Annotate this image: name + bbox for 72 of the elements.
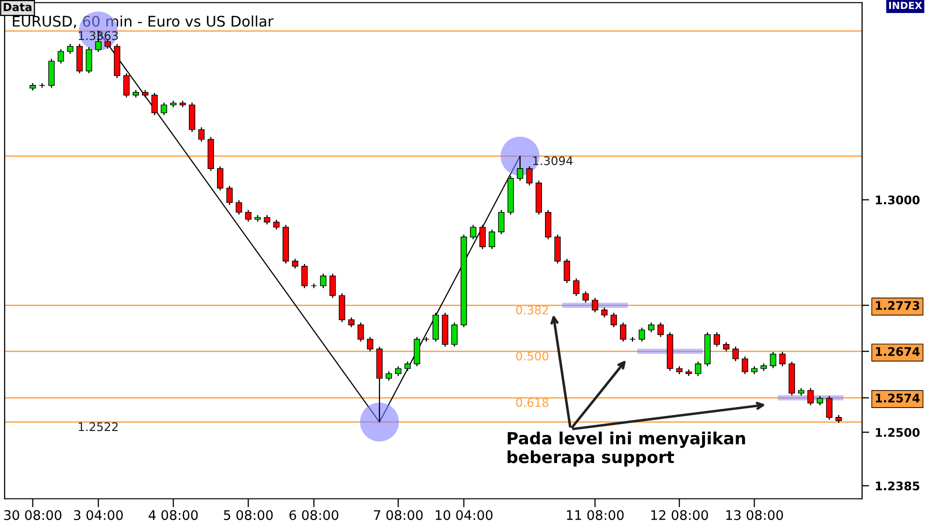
y-tick-label: 1.3000 bbox=[876, 195, 920, 204]
candlestick bbox=[451, 322, 458, 348]
candlestick bbox=[657, 322, 664, 338]
candlestick bbox=[320, 273, 326, 289]
candlestick bbox=[236, 200, 242, 216]
candlestick bbox=[620, 322, 626, 342]
candlestick bbox=[807, 388, 814, 406]
candlestick bbox=[226, 185, 233, 206]
x-tick-label: 4 08:00 bbox=[148, 510, 198, 520]
candlestick bbox=[160, 102, 168, 116]
candlestick bbox=[826, 395, 832, 420]
candlestick bbox=[58, 48, 64, 64]
candlestick bbox=[592, 297, 598, 313]
candlestick bbox=[479, 224, 486, 250]
candlestick bbox=[470, 224, 476, 240]
text: INDEX bbox=[889, 2, 922, 9]
x-tick-label: 13 08:00 bbox=[726, 510, 783, 520]
candlestick bbox=[404, 361, 411, 372]
candlestick bbox=[582, 290, 589, 304]
candlestick bbox=[770, 351, 776, 369]
candlestick bbox=[723, 342, 730, 352]
candlestick bbox=[358, 322, 364, 342]
candlestick bbox=[694, 361, 702, 377]
x-tick-label: 11 08:00 bbox=[566, 510, 624, 520]
candlestick bbox=[779, 351, 786, 367]
candlestick bbox=[348, 316, 355, 328]
x-tick-label: 12 08:00 bbox=[651, 510, 708, 520]
candlestick bbox=[526, 166, 533, 186]
candlestick bbox=[488, 228, 496, 250]
y-tick-label: 1.2385 bbox=[876, 481, 920, 490]
annotation: Data bbox=[4, 2, 32, 12]
candlestick bbox=[264, 214, 270, 225]
candlestick bbox=[601, 307, 608, 318]
x-tick-label: 6 08:00 bbox=[289, 510, 338, 520]
ref-line-label: 1.2522 bbox=[78, 422, 118, 432]
candlestick bbox=[816, 395, 824, 406]
candlestick bbox=[395, 366, 402, 377]
candlestick bbox=[292, 258, 298, 270]
candlestick bbox=[301, 263, 308, 289]
candlestick bbox=[366, 336, 374, 352]
y-tick-label: 1.2500 bbox=[876, 428, 920, 437]
candlestick bbox=[564, 258, 570, 284]
candlestick bbox=[742, 356, 748, 375]
candlestick bbox=[498, 209, 504, 235]
candlestick bbox=[386, 370, 392, 382]
candlestick bbox=[67, 43, 74, 54]
x-tick-label: 30 08:00 bbox=[4, 510, 62, 520]
candlestick bbox=[638, 327, 646, 342]
candlestick bbox=[151, 92, 158, 116]
candlestick bbox=[198, 126, 205, 142]
x-tick-label: 10 04:00 bbox=[436, 510, 492, 520]
x-tick-label: 7 08:00 bbox=[374, 510, 423, 520]
candlestick bbox=[610, 312, 617, 328]
candlestick bbox=[104, 38, 111, 50]
x-tick-label: 5 08:00 bbox=[224, 510, 273, 520]
candlestick bbox=[86, 46, 92, 74]
candlestick bbox=[245, 209, 252, 222]
y-tick-label: 1.2773 bbox=[876, 301, 920, 310]
y-tick-label: 1.2674 bbox=[876, 347, 920, 356]
candlestick bbox=[648, 322, 654, 333]
y-tick-label: 1.2574 bbox=[876, 394, 920, 403]
annotation: Pada level ini menyajikan beberapa support bbox=[508, 432, 746, 466]
candlestick bbox=[273, 219, 280, 230]
text: EURUSD, 60 min - Euro vs US Dollar bbox=[12, 15, 274, 28]
candlestick bbox=[573, 278, 580, 297]
ref-line-label: 1.3094 bbox=[533, 156, 573, 166]
candlestick bbox=[329, 273, 336, 298]
candlestick bbox=[732, 346, 739, 362]
candlestick bbox=[123, 72, 130, 98]
candlestick bbox=[714, 332, 720, 348]
x-tick-label: 3 04:00 bbox=[74, 510, 123, 520]
candlestick bbox=[217, 166, 224, 192]
